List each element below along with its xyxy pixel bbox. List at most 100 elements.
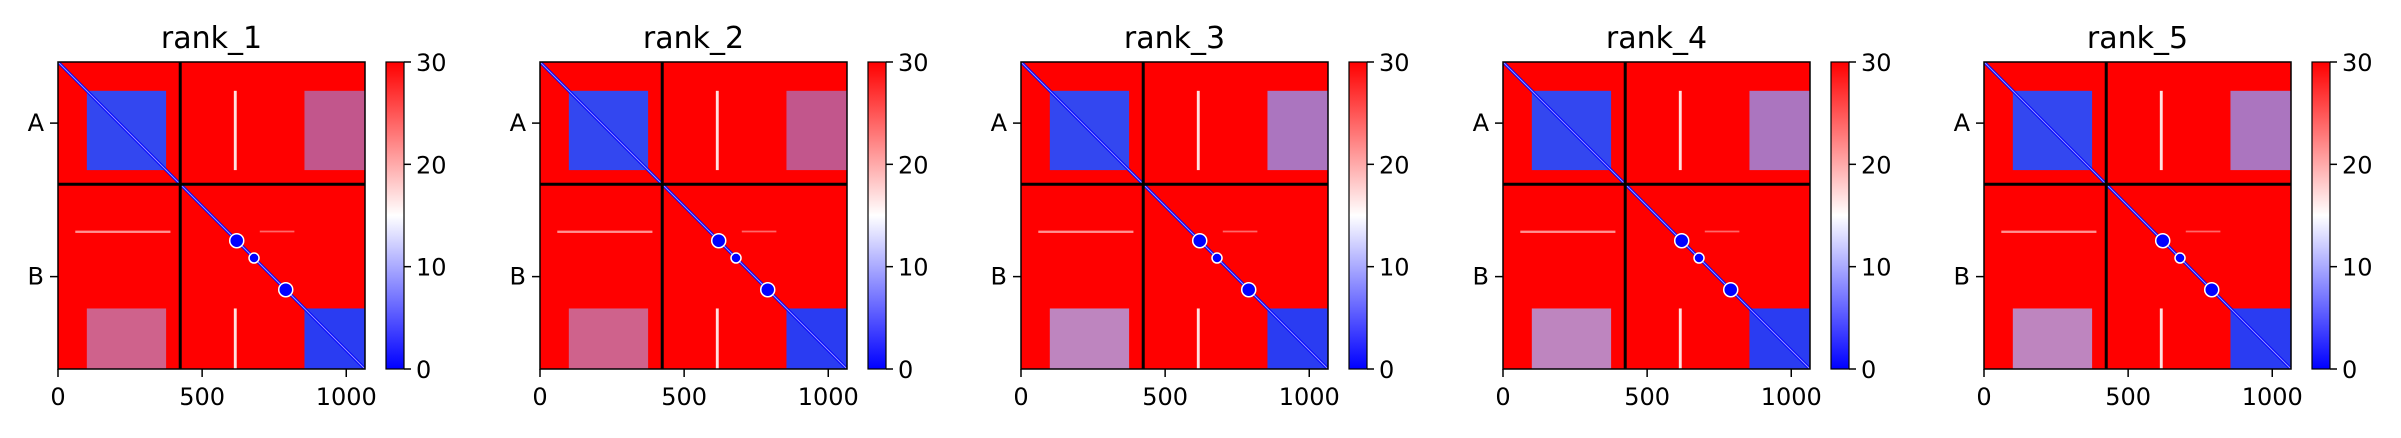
xtick-label: 0 [1976, 383, 1991, 411]
diag-blob-2 [1722, 281, 1739, 298]
diag-blob-2 [277, 281, 294, 298]
colorbar-tick-label: 10 [416, 254, 447, 282]
heatmap [58, 62, 365, 369]
heatmap [1021, 62, 1328, 369]
colorbar: 0 10 20 30 [2311, 49, 2373, 384]
xtick-label: 500 [179, 383, 225, 411]
lower-stripe [1038, 230, 1134, 233]
colorbar-tick-label: 30 [1379, 49, 1410, 77]
linker-stripe-b [1678, 308, 1682, 369]
chart-title: rank_5 [2087, 21, 2188, 56]
heatmap [540, 62, 847, 369]
diag-blob-0 [2154, 232, 2171, 249]
lower-stripe-2 [1222, 230, 1258, 233]
chart-title: rank_1 [161, 21, 262, 56]
xtick-label: 500 [1142, 383, 1188, 411]
inter-block-ba [86, 308, 167, 369]
ytick-label-A: A [991, 109, 1008, 137]
diag-blob-1 [1693, 252, 1705, 264]
colorbar: 0 10 20 30 [867, 49, 929, 384]
colorbar: 0 10 20 30 [385, 49, 447, 384]
diag-blob-0 [1191, 232, 1208, 249]
ytick-label-B: B [991, 263, 1007, 291]
inter-block-ba [1049, 308, 1130, 369]
ytick-label-B: B [1954, 263, 1970, 291]
linker-stripe-b [715, 308, 719, 369]
colorbar-tick-label: 0 [898, 356, 913, 384]
colorbar-gradient [867, 61, 887, 370]
colorbar-tick-label: 10 [898, 254, 929, 282]
colorbar-gradient [1348, 61, 1368, 370]
xtick-label: 1000 [2242, 383, 2303, 411]
colorbar-gradient [2311, 61, 2331, 370]
colorbar-tick-label: 10 [1861, 254, 1892, 282]
ytick-label-A: A [510, 109, 527, 137]
diagonal-highlight [1984, 62, 2291, 369]
colorbar: 0 10 20 30 [1348, 49, 1410, 384]
heatmap [1503, 62, 1810, 369]
colorbar-tick-label: 0 [1379, 356, 1394, 384]
linker-stripe-a [715, 90, 719, 171]
axes-frame [1983, 61, 2292, 370]
xtick-label: 0 [532, 383, 547, 411]
xtick-label: 1000 [316, 383, 377, 411]
linker-stripe-a [233, 90, 237, 171]
inter-block-ab [786, 90, 847, 171]
xtick-label: 1000 [798, 383, 859, 411]
diag-blob-2 [2203, 281, 2220, 298]
colorbar-tick-label: 10 [2342, 254, 2373, 282]
colorbar-tick-label: 0 [1861, 356, 1876, 384]
ytick-label-B: B [510, 263, 526, 291]
ytick-label-B: B [28, 263, 44, 291]
xtick-label: 0 [50, 383, 65, 411]
ytick-label-A: A [28, 109, 45, 137]
inter-block-ab [304, 90, 365, 171]
diag-blob-2 [1240, 281, 1257, 298]
colorbar-tick-label: 0 [2342, 356, 2357, 384]
panel-rank_2: rank_2 A B 0 500 1000 0 10 20 30 [510, 21, 929, 411]
diagonal-highlight [1021, 62, 1328, 369]
axes-frame [539, 61, 848, 370]
linker-stripe-b [1196, 308, 1200, 369]
panel-rank_3: rank_3 A B 0 500 1000 0 10 20 30 [991, 21, 1410, 411]
ytick-label-A: A [1954, 109, 1971, 137]
colorbar-tick-label: 0 [416, 356, 431, 384]
colorbar-tick-label: 10 [1379, 254, 1410, 282]
chart-title: rank_4 [1606, 21, 1707, 56]
ytick-label-B: B [1473, 263, 1489, 291]
linker-stripe-b [2159, 308, 2163, 369]
colorbar-tick-label: 20 [1861, 151, 1892, 179]
diag-blob-1 [248, 252, 260, 264]
colorbar-gradient [1830, 61, 1850, 370]
inter-block-ab [2230, 90, 2291, 171]
heatmap [1984, 62, 2291, 369]
lower-stripe [1520, 230, 1616, 233]
linker-stripe-b [233, 308, 237, 369]
diagonal-highlight [540, 62, 847, 369]
lower-stripe [557, 230, 653, 233]
linker-stripe-a [1678, 90, 1682, 171]
diag-blob-2 [759, 281, 776, 298]
axes-frame [1502, 61, 1811, 370]
colorbar-gradient [385, 61, 405, 370]
axes-frame [1020, 61, 1329, 370]
inter-block-ba [1531, 308, 1612, 369]
panel-rank_1: rank_1 A B 0 500 1000 0 10 20 30 [28, 21, 447, 411]
diag-blob-1 [730, 252, 742, 264]
chart-title: rank_2 [643, 21, 744, 56]
inter-block-ab [1267, 90, 1328, 171]
lower-stripe-2 [1704, 230, 1740, 233]
colorbar-tick-label: 20 [416, 151, 447, 179]
linker-stripe-a [1196, 90, 1200, 171]
inter-block-ba [2012, 308, 2093, 369]
colorbar-tick-label: 30 [416, 49, 447, 77]
panel-rank_4: rank_4 A B 0 500 1000 0 10 20 30 [1473, 21, 1892, 411]
diagonal-highlight [1503, 62, 1810, 369]
lower-stripe-2 [2185, 230, 2221, 233]
diagonal-highlight [58, 62, 365, 369]
xtick-label: 1000 [1279, 383, 1340, 411]
lower-stripe-2 [741, 230, 777, 233]
xtick-label: 1000 [1761, 383, 1822, 411]
lower-stripe-2 [259, 230, 295, 233]
